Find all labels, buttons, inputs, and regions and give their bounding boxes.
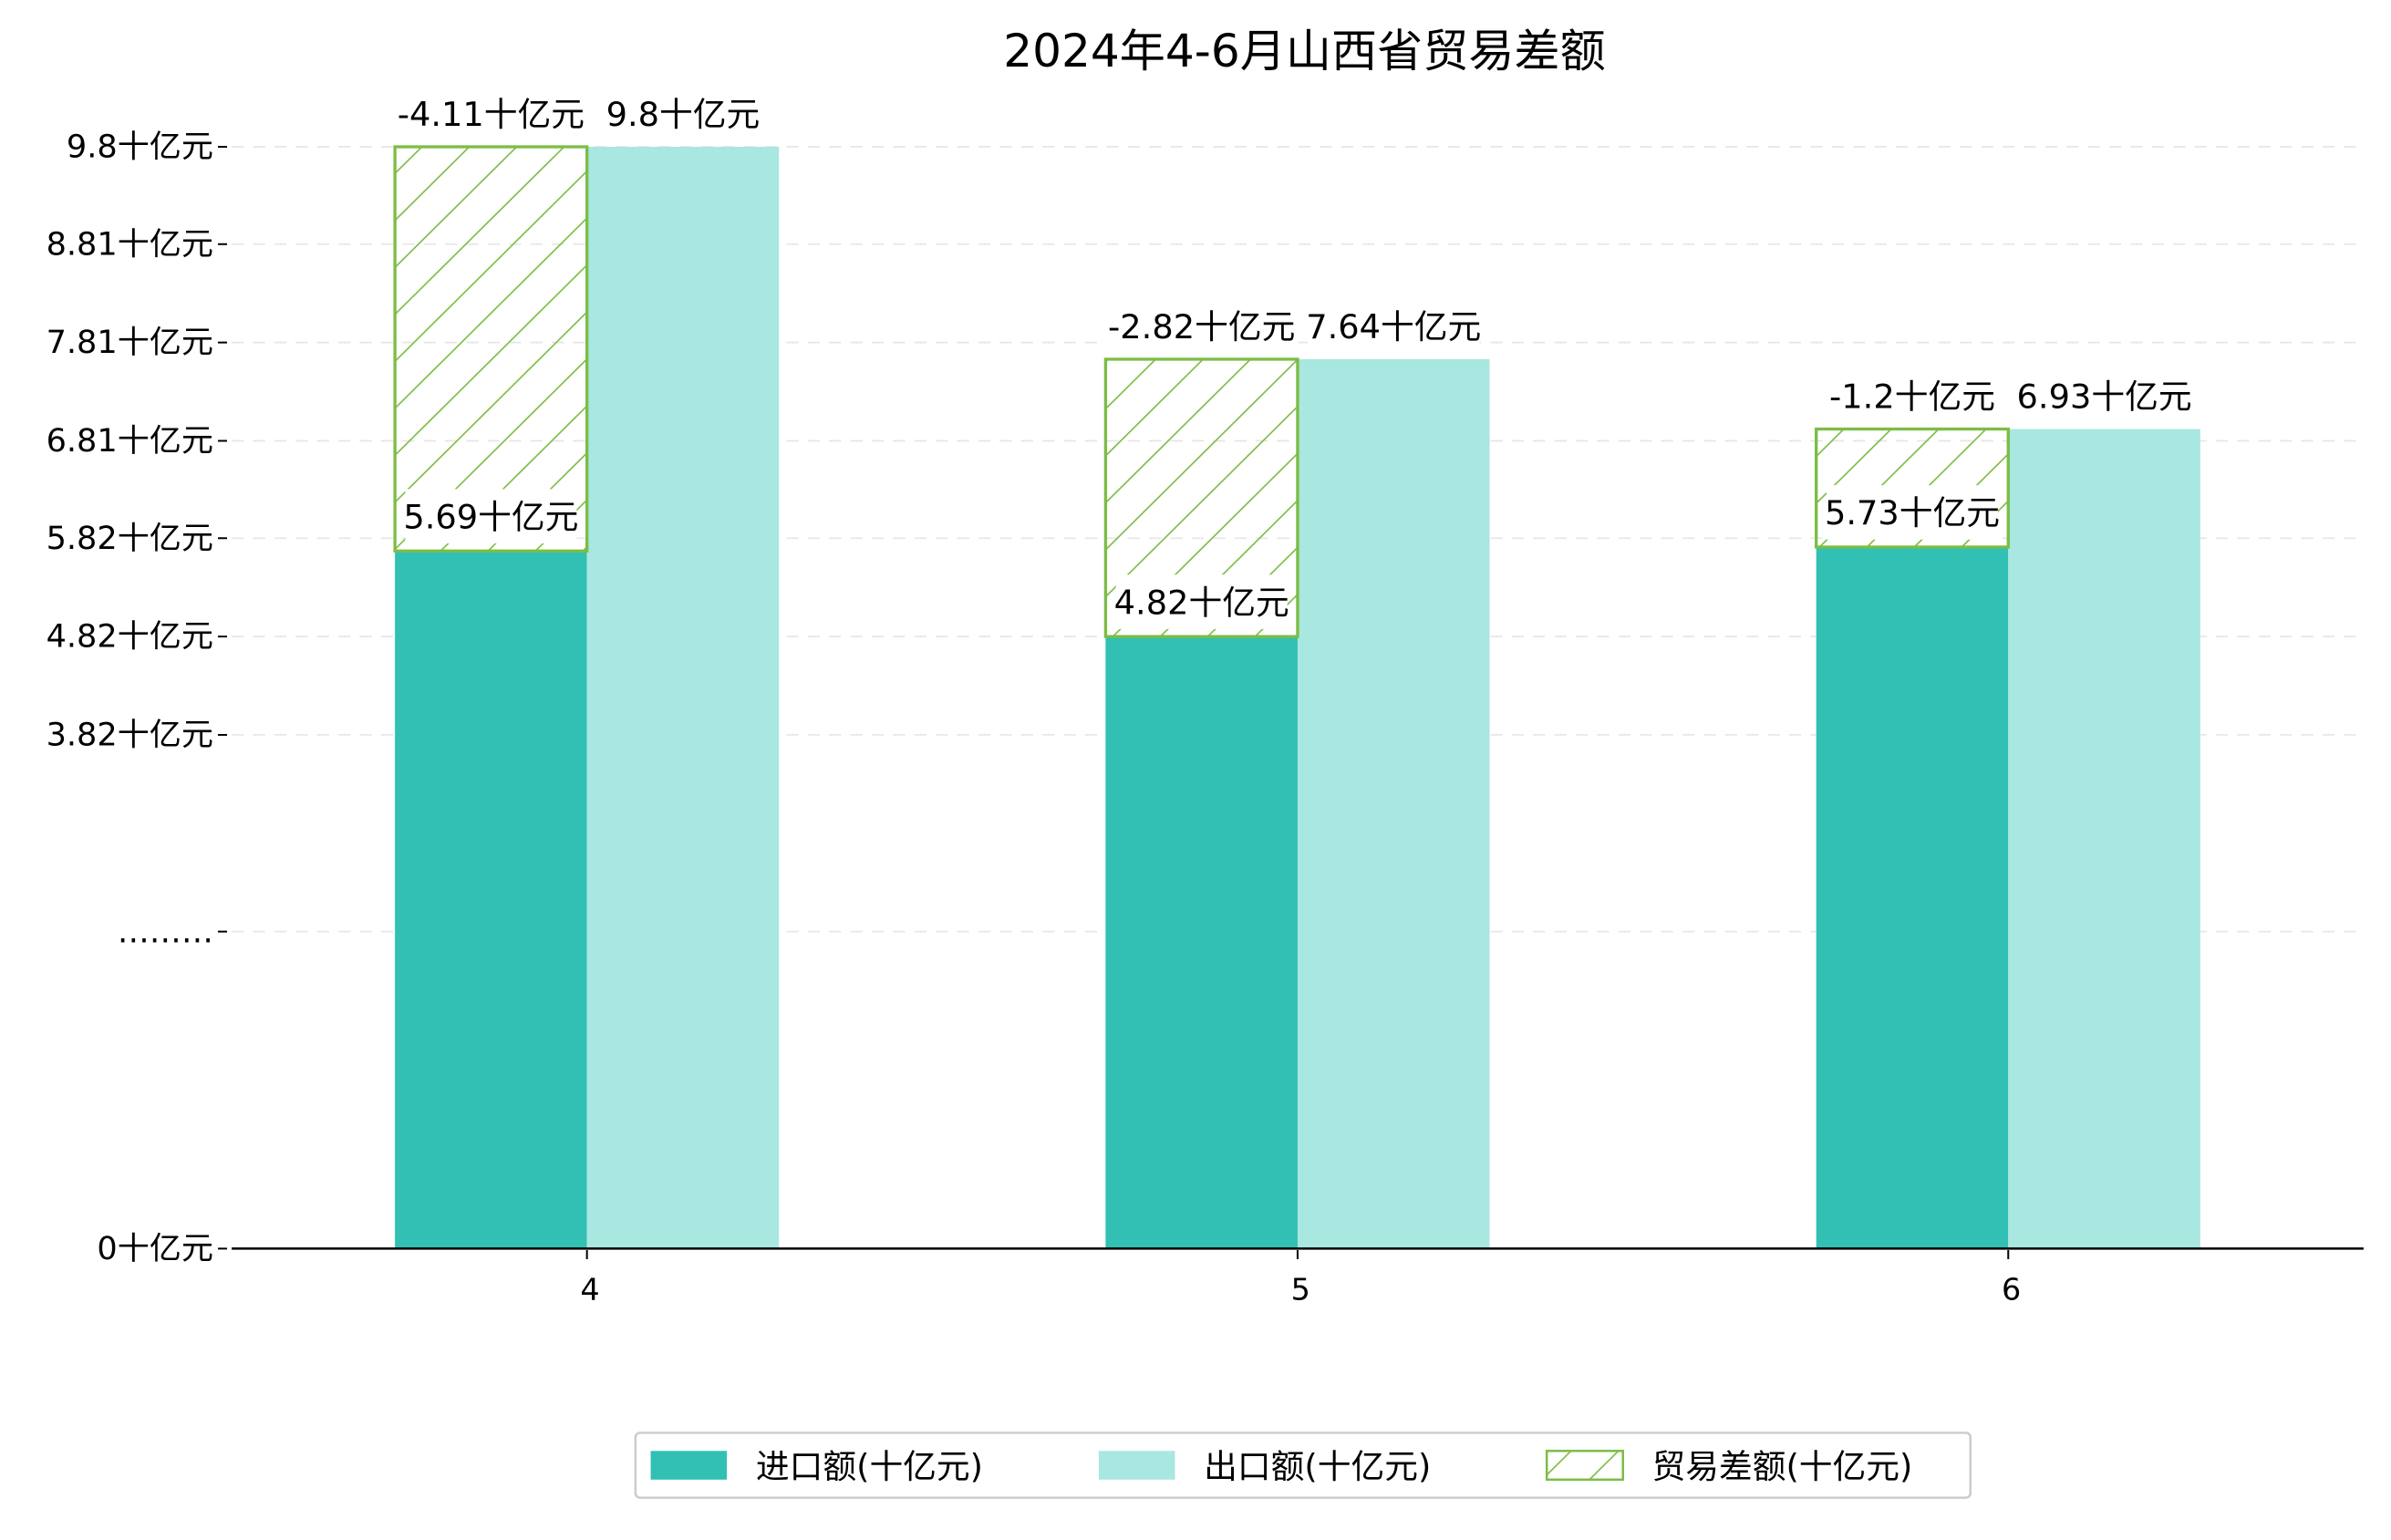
balance-value-label-box	[1826, 368, 1998, 423]
balance-value-label-box	[395, 86, 587, 141]
legend-swatch-exports	[1098, 1451, 1175, 1480]
legend-label-balance: 贸易差额(十亿元)	[1652, 1447, 1913, 1486]
data-labels: 9.8十亿元 -4.11十亿元 5.69十亿元 7.64十亿元 -2.82十亿元 4.82…	[395, 86, 2192, 629]
import-value-label-box	[405, 489, 577, 544]
y-tick-label: 4.82十亿元	[47, 619, 213, 656]
x-axis: 4 5 6	[580, 1250, 2021, 1307]
export-value-label: 6.93十亿元	[2017, 377, 2192, 417]
legend-label-exports: 出口额(十亿元)	[1204, 1447, 1431, 1486]
import-value-label: 5.73十亿元	[1825, 493, 2000, 532]
x-tick-label: 4	[580, 1272, 599, 1307]
y-tick-label: 6.81十亿元	[47, 423, 213, 460]
y-tick-label: ………	[118, 914, 213, 950]
legend-swatch-imports	[650, 1451, 728, 1480]
export-bar	[1297, 358, 1490, 1249]
legend-frame	[634, 1431, 1972, 1499]
y-tick-label: 9.8十亿元	[67, 129, 213, 166]
y-tick-label: 5.82十亿元	[47, 521, 213, 557]
y-tick-label: 0十亿元	[97, 1231, 213, 1267]
legend-swatch-balance	[1545, 1450, 1625, 1482]
y-tick-label: 7.81十亿元	[47, 325, 213, 361]
export-value-label-box	[2018, 368, 2190, 423]
bars	[393, 145, 2200, 1249]
balance-value-label: -4.11十亿元	[398, 95, 585, 134]
legend-label-imports: 进口额(十亿元)	[756, 1447, 983, 1486]
y-axis: 0十亿元 ……… 3.82十亿元 4.82十亿元 5.82十亿元 6.81十亿元 7.81十…	[47, 129, 227, 1267]
import-bar	[1816, 546, 2009, 1249]
balance-value-label-box	[1105, 298, 1298, 354]
x-tick-label: 5	[1291, 1272, 1310, 1307]
export-bar	[586, 147, 780, 1249]
import-value-label: 4.82十亿元	[1114, 583, 1289, 622]
y-tick-label: 3.82十亿元	[47, 718, 213, 754]
export-value-label-box	[607, 86, 759, 141]
import-bar	[395, 551, 587, 1249]
import-bar	[1105, 636, 1298, 1249]
balance-value-label: -1.2十亿元	[1829, 377, 1995, 417]
import-value-label-box	[1826, 485, 1998, 540]
import-value-label-box	[1115, 574, 1288, 629]
export-value-label: 9.8十亿元	[606, 95, 761, 134]
x-tick-label: 6	[2002, 1272, 2021, 1307]
balance-bar	[393, 145, 589, 553]
export-value-label-box	[1308, 298, 1480, 354]
export-value-label: 7.64十亿元	[1306, 307, 1481, 346]
export-bar	[2008, 429, 2200, 1249]
legend: 进口额(十亿元) 出口额(十亿元) 贸易差额(十亿元)	[634, 1431, 1972, 1499]
chart-title: 2024年4-6月山西省贸易差额	[1003, 25, 1605, 78]
balance-value-label: -2.82十亿元	[1108, 307, 1295, 346]
import-value-label: 5.69十亿元	[403, 498, 578, 537]
y-tick-label: 8.81十亿元	[47, 227, 213, 264]
